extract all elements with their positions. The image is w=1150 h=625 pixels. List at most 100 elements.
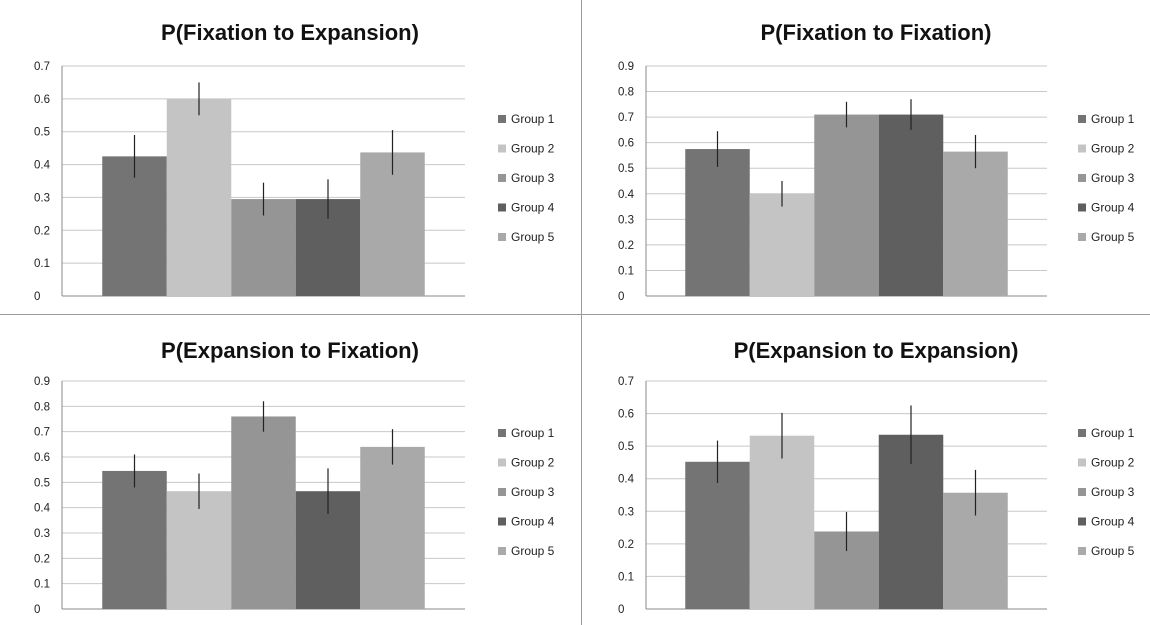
legend-swatch xyxy=(1078,174,1086,182)
legend-label: Group 5 xyxy=(1091,544,1135,558)
y-tick-label: 0.5 xyxy=(34,477,50,489)
y-tick-label: 0 xyxy=(34,291,40,303)
legend-label: Group 3 xyxy=(511,171,555,185)
legend-swatch xyxy=(1078,458,1086,467)
y-tick-label: 0.8 xyxy=(618,87,634,99)
y-tick-label: 0.6 xyxy=(34,94,50,106)
y-tick-label: 0.9 xyxy=(34,376,50,388)
legend-swatch xyxy=(1078,203,1086,212)
y-tick-label: 0.6 xyxy=(618,409,634,421)
y-tick-label: 0 xyxy=(618,604,624,616)
y-tick-label: 0.4 xyxy=(618,189,635,201)
bar-group-2 xyxy=(749,435,815,609)
chart-title: P(Fixation to Fixation) xyxy=(761,20,992,45)
chart-panel-1: P(Fixation to Expansion) 0 0.1 0.2 0.3 0.4 0.5… xyxy=(34,20,555,303)
y-tick-label: 0.3 xyxy=(34,528,50,540)
y-tick-label: 0.4 xyxy=(34,160,51,172)
chart-title: P(Expansion to Expansion) xyxy=(734,338,1019,363)
y-tick-label: 0.2 xyxy=(34,553,50,565)
legend-label: Group 3 xyxy=(511,485,555,499)
y-tick-label: 0.5 xyxy=(618,163,634,175)
chart-title: P(Fixation to Expansion) xyxy=(161,20,419,45)
legend-swatch xyxy=(1078,144,1086,153)
bar-group-2 xyxy=(166,491,232,609)
y-tick-label: 0.1 xyxy=(618,265,634,277)
legend-swatch xyxy=(1078,517,1086,526)
legend-label: Group 1 xyxy=(511,112,555,126)
bar-group-1 xyxy=(102,156,167,296)
y-tick-label: 0.3 xyxy=(34,192,50,204)
y-tick-label: 0.3 xyxy=(618,506,634,518)
panel-divider-vertical xyxy=(581,0,582,625)
y-tick-label: 0 xyxy=(34,604,40,616)
legend-swatch xyxy=(498,144,506,153)
legend-swatch xyxy=(498,547,506,555)
legend-label: Group 4 xyxy=(1091,515,1135,529)
legend-label: Group 2 xyxy=(511,456,555,470)
legend-label: Group 5 xyxy=(1091,230,1135,244)
legend-label: Group 2 xyxy=(511,142,555,156)
y-tick-label: 0.2 xyxy=(34,225,50,237)
legend-swatch xyxy=(498,233,506,241)
y-tick-label: 0.2 xyxy=(618,539,634,551)
y-tick-label: 0.1 xyxy=(34,258,50,270)
y-tick-label: 0.4 xyxy=(34,503,51,515)
bar-group-5 xyxy=(943,151,1008,296)
legend-label: Group 5 xyxy=(511,230,555,244)
legend-swatch xyxy=(498,458,506,467)
y-tick-label: 0 xyxy=(618,291,624,303)
legend-label: Group 2 xyxy=(1091,456,1135,470)
legend-swatch xyxy=(498,174,506,182)
chart-title: P(Expansion to Fixation) xyxy=(161,338,419,363)
bar-group-1 xyxy=(685,149,750,296)
y-tick-label: 0.7 xyxy=(34,427,50,439)
legend-swatch xyxy=(1078,429,1086,437)
legend-swatch xyxy=(1078,115,1086,123)
legend-swatch xyxy=(498,203,506,212)
chart-panel-4: P(Expansion to Expansion) 0 0.1 0.2 0.3 0.4 0.… xyxy=(618,338,1135,616)
bar-group-3 xyxy=(231,416,296,609)
bar-group-5 xyxy=(360,152,425,296)
y-tick-label: 0.5 xyxy=(34,127,50,139)
legend-swatch xyxy=(1078,233,1086,241)
legend-label: Group 5 xyxy=(511,544,555,558)
y-tick-label: 0.3 xyxy=(618,214,634,226)
chart-panel-3: P(Expansion to Fixation) 0 0.1 0.2 0.3 0.4 0.5… xyxy=(34,338,555,616)
legend-label: Group 1 xyxy=(1091,112,1135,126)
legend-swatch xyxy=(498,488,506,496)
legend-label: Group 1 xyxy=(511,426,555,440)
panel-divider-horizontal xyxy=(0,314,1150,315)
bar-group-1 xyxy=(685,461,750,609)
legend-label: Group 3 xyxy=(1091,485,1135,499)
bar-group-5 xyxy=(360,446,425,609)
y-tick-label: 0.7 xyxy=(618,112,634,124)
y-tick-label: 0.7 xyxy=(34,61,50,73)
y-tick-label: 0.1 xyxy=(618,571,634,583)
legend-label: Group 3 xyxy=(1091,171,1135,185)
y-tick-label: 0.6 xyxy=(34,452,50,464)
y-tick-label: 0.9 xyxy=(618,61,634,73)
y-tick-label: 0.1 xyxy=(34,579,50,591)
bar-group-2 xyxy=(166,98,232,296)
y-tick-label: 0.5 xyxy=(618,441,634,453)
legend-swatch xyxy=(1078,488,1086,496)
legend-label: Group 4 xyxy=(1091,201,1135,215)
y-tick-label: 0.4 xyxy=(618,474,635,486)
legend-label: Group 2 xyxy=(1091,142,1135,156)
y-tick-label: 0.6 xyxy=(618,138,634,150)
bar-group-1 xyxy=(102,470,167,609)
chart-panel-2: P(Fixation to Fixation) 0 0.1 0.2 0.3 0.4 0.5 0… xyxy=(618,20,1135,303)
bar-group-3 xyxy=(814,114,879,296)
y-tick-label: 0.8 xyxy=(34,401,50,413)
y-tick-label: 0.7 xyxy=(618,376,634,388)
y-tick-label: 0.2 xyxy=(618,240,634,252)
bar-group-4 xyxy=(878,114,944,296)
legend-swatch xyxy=(1078,547,1086,555)
legend-label: Group 4 xyxy=(511,515,555,529)
legend-swatch xyxy=(498,429,506,437)
legend-swatch xyxy=(498,115,506,123)
legend-label: Group 1 xyxy=(1091,426,1135,440)
legend-label: Group 4 xyxy=(511,201,555,215)
